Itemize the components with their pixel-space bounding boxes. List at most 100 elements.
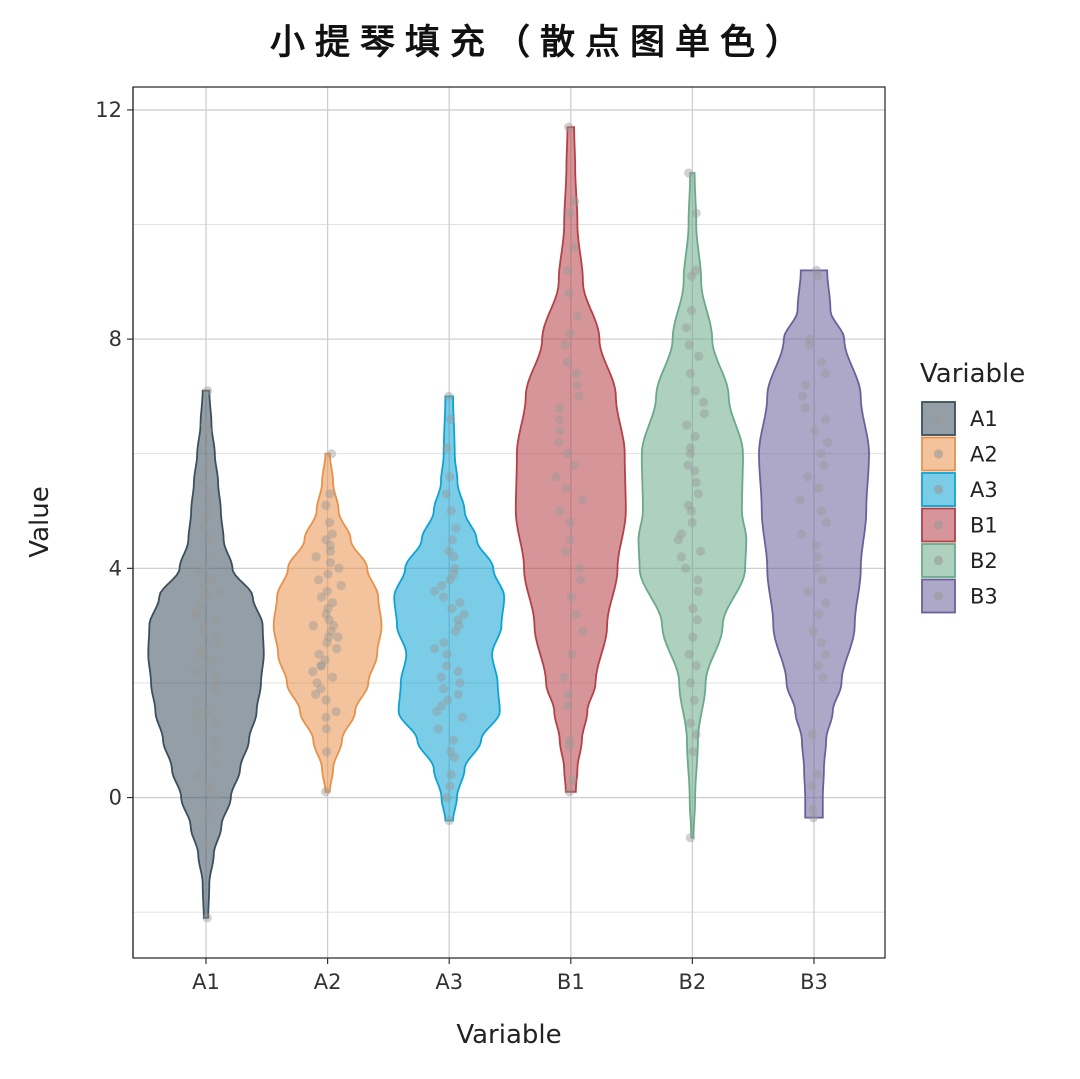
data-point-b2 [676, 552, 687, 562]
data-point-b2 [690, 466, 700, 476]
data-point-b1 [564, 122, 574, 132]
data-point-b1 [572, 380, 582, 390]
data-point-a3 [450, 626, 461, 637]
data-point-a1 [215, 586, 225, 596]
data-point-a3 [453, 615, 463, 625]
data-point-a3 [433, 724, 443, 734]
data-point-a1 [202, 913, 212, 923]
data-point-b2 [686, 305, 697, 316]
data-point-a3 [446, 414, 456, 424]
data-point-b2 [691, 729, 701, 740]
data-point-a1 [207, 575, 217, 585]
data-point-b3 [812, 770, 822, 780]
data-point-b2 [698, 397, 709, 407]
data-point-b1 [555, 426, 565, 436]
data-point-b3 [810, 426, 820, 436]
data-point-b2 [676, 529, 686, 539]
data-point-a2 [324, 632, 334, 642]
data-point-b2 [684, 168, 694, 178]
data-point-a3 [442, 793, 452, 803]
data-point-b2 [694, 351, 704, 361]
data-point-b2 [686, 506, 696, 516]
data-point-b2 [691, 661, 701, 671]
data-point-b2 [686, 678, 696, 688]
data-point-b1 [562, 357, 572, 367]
x-tick-label: B3 [800, 970, 828, 994]
data-point-a3 [459, 609, 469, 619]
legend-item-b2: B2 [921, 543, 998, 578]
data-point-b1 [559, 672, 569, 682]
data-point-a1 [210, 758, 220, 768]
data-point-a1 [197, 644, 207, 654]
data-point-a1 [211, 615, 221, 625]
data-point-b3 [808, 804, 818, 814]
data-point-a1 [212, 678, 222, 688]
data-point-a3 [438, 684, 449, 694]
data-point-b2 [695, 546, 706, 556]
data-point-a3 [445, 781, 455, 791]
data-point-b2 [685, 449, 696, 459]
data-point-a1 [195, 603, 206, 614]
data-point-a3 [445, 747, 456, 757]
data-point-b3 [821, 649, 831, 659]
data-point-b2 [687, 271, 697, 281]
data-point-a2 [308, 666, 318, 677]
data-point-b3 [816, 506, 827, 516]
data-point-a1 [203, 810, 213, 820]
data-point-a3 [429, 644, 440, 654]
violin-a1 [147, 389, 265, 919]
data-point-a2 [327, 598, 338, 608]
data-point-a1 [198, 443, 208, 453]
x-tick-label: A2 [314, 970, 342, 994]
data-point-a1 [192, 712, 202, 722]
data-point-b2 [691, 265, 701, 275]
data-point-b3 [821, 368, 831, 379]
data-point-a3 [449, 552, 459, 562]
data-point-a1 [201, 592, 211, 602]
x-tick-label: B1 [557, 970, 585, 994]
data-point-b1 [560, 546, 571, 556]
data-point-b3 [798, 391, 808, 401]
data-point-a1 [199, 523, 209, 533]
data-point-b2 [683, 460, 693, 470]
data-point-b3 [816, 638, 827, 648]
data-point-a3 [444, 546, 454, 556]
data-point-a2 [324, 615, 334, 625]
data-point-b1 [554, 403, 565, 413]
data-point-a3 [453, 689, 463, 700]
data-point-a2 [329, 621, 339, 631]
data-point-b3 [822, 437, 833, 447]
data-point-b3 [800, 403, 810, 413]
data-point-b1 [571, 609, 581, 619]
data-point-a3 [448, 735, 459, 745]
data-point-b1 [565, 208, 575, 218]
data-point-b3 [803, 586, 813, 596]
data-point-a3 [437, 580, 447, 591]
data-point-b1 [574, 391, 584, 401]
x-tick-label: B2 [679, 970, 707, 994]
chart-title: 小提琴填充（散点图单色） [270, 23, 810, 63]
data-point-a2 [336, 580, 346, 591]
data-point-a2 [314, 649, 324, 659]
data-point-a3 [446, 506, 456, 516]
y-tick-label: 12 [95, 98, 122, 122]
data-point-a1 [197, 598, 207, 608]
data-point-b2 [685, 368, 695, 379]
x-tick-label: A3 [435, 970, 463, 994]
data-point-a1 [210, 718, 220, 728]
data-point-b3 [805, 334, 815, 344]
data-point-b3 [804, 340, 814, 350]
data-point-b2 [688, 603, 698, 614]
data-point-a1 [211, 741, 221, 751]
data-point-a2 [325, 558, 336, 568]
data-point-a1 [202, 426, 213, 436]
legend-title: Variable [920, 359, 1025, 389]
data-point-b1 [564, 288, 574, 298]
data-point-a3 [454, 621, 464, 631]
legend-swatch [921, 543, 956, 578]
legend-point [933, 555, 944, 566]
data-point-b2 [693, 575, 703, 585]
data-point-a3 [447, 603, 457, 614]
legend-label: B3 [970, 585, 998, 609]
data-point-a3 [445, 472, 455, 482]
